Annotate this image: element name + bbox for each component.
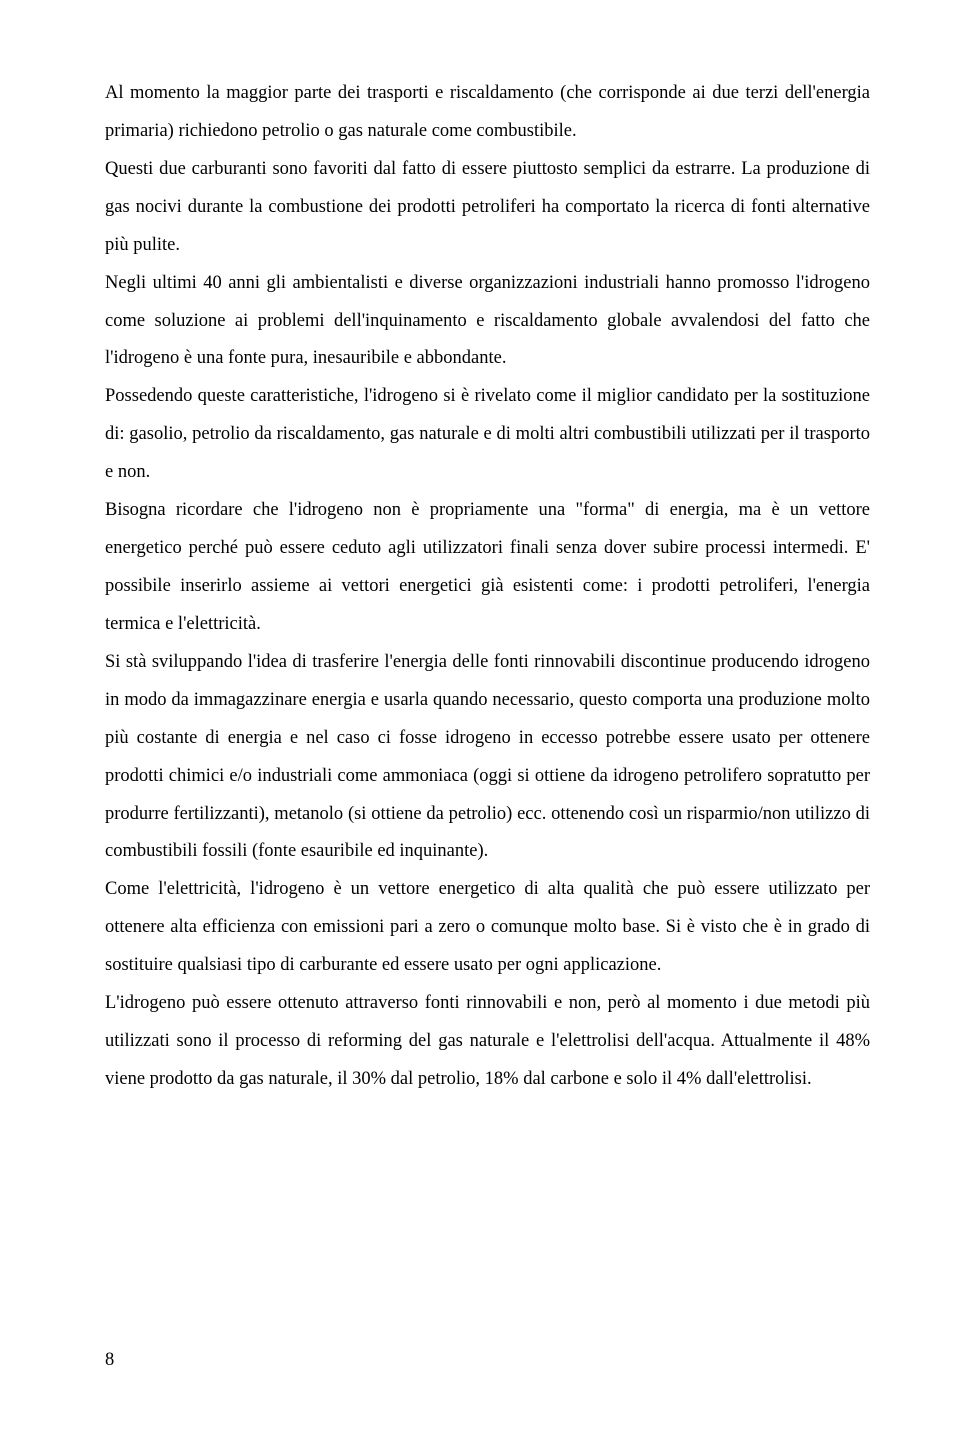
paragraph: Si stà sviluppando l'idea di trasferire …	[105, 644, 870, 872]
page-number: 8	[105, 1350, 114, 1371]
paragraph: Al momento la maggior parte dei trasport…	[105, 75, 870, 151]
paragraph: Bisogna ricordare che l'idrogeno non è p…	[105, 492, 870, 644]
paragraph: Questi due carburanti sono favoriti dal …	[105, 151, 870, 265]
paragraph: Possedendo queste caratteristiche, l'idr…	[105, 378, 870, 492]
paragraph: Negli ultimi 40 anni gli ambientalisti e…	[105, 265, 870, 379]
document-page: Al momento la maggior parte dei trasport…	[0, 0, 960, 1099]
paragraph: L'idrogeno può essere ottenuto attravers…	[105, 985, 870, 1099]
paragraph: Come l'elettricità, l'idrogeno è un vett…	[105, 871, 870, 985]
